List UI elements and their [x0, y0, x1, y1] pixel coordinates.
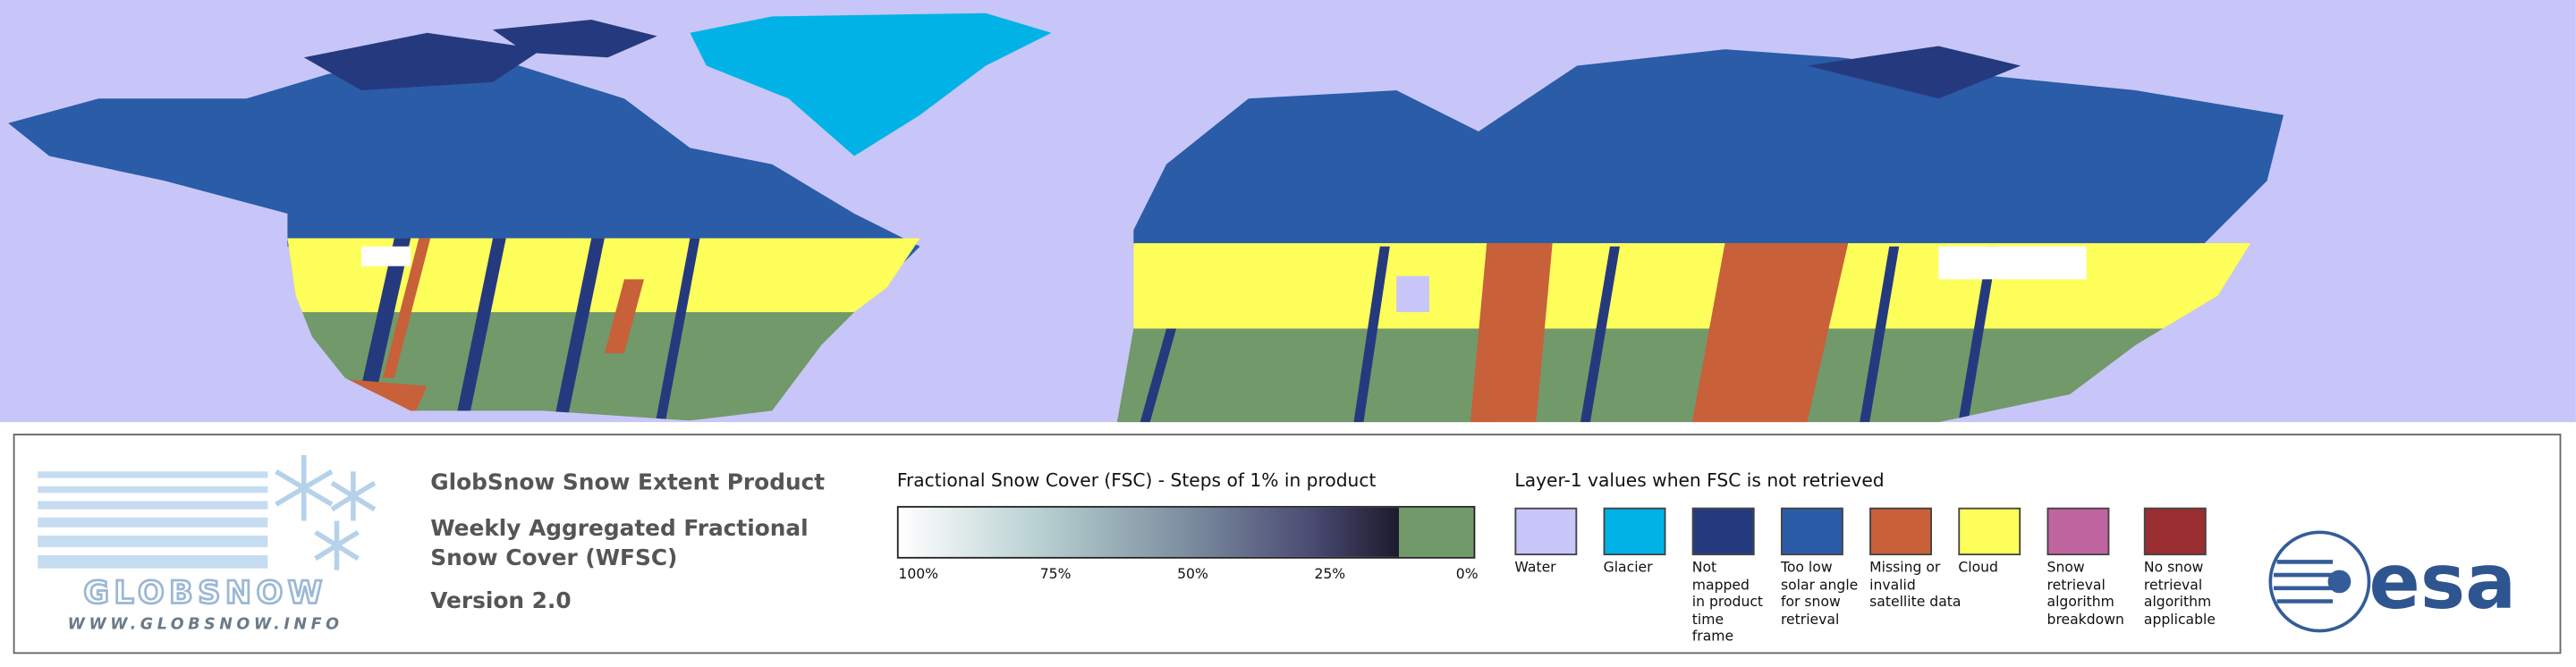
fsc-colorbar — [896, 505, 1476, 559]
legend-label: Not mapped in product time frame — [1691, 560, 1764, 646]
logo-name: GLOBSNOW — [83, 575, 326, 611]
legend-label: No snow retrieval algorithm applicable — [2143, 560, 2216, 629]
logo-url: WWW.GLOBSNOW.INFO — [68, 616, 343, 634]
legend-swatch — [2143, 507, 2207, 556]
legend-swatch — [2046, 507, 2110, 556]
legend-swatch — [1603, 507, 1666, 556]
greenland — [690, 13, 1052, 156]
legend-label: Missing or invalid satellite data — [1869, 560, 1962, 612]
legend-frame — [13, 434, 2562, 654]
legend-swatch — [1869, 507, 1932, 556]
globsnow-logo: GLOBSNOW WWW.GLOBSNOW.INFO — [38, 454, 377, 634]
legend-label: Water — [1514, 560, 1556, 577]
eurasia-south — [1116, 242, 2251, 423]
legend-swatch — [1514, 507, 1578, 556]
fsc-tick-label: 25% — [1314, 566, 1346, 584]
arctic-islands — [493, 20, 657, 58]
esa-text: esa — [2369, 538, 2517, 626]
eurasia-north — [1133, 49, 2284, 247]
canada — [8, 57, 920, 272]
fsc-title: Fractional Snow Cover (FSC) - Steps of 1… — [896, 469, 1377, 492]
fsc-tick-label: 75% — [1039, 566, 1072, 584]
product-title: GlobSnow Snow Extent Product — [430, 469, 826, 496]
product-subtitle: Weekly Aggregated Fractional Snow Cover … — [430, 515, 809, 572]
product-version: Version 2.0 — [430, 587, 572, 615]
legend-label: Too low solar angle for snow retrieval — [1780, 560, 1859, 629]
arctic-islands — [303, 32, 543, 91]
fsc-tick-label: 100% — [898, 566, 939, 584]
legend-swatch — [1958, 507, 2021, 556]
legend-swatch — [1691, 507, 1755, 556]
snow-map — [0, 0, 2576, 423]
taimyr — [1807, 46, 2021, 99]
legend-label: Cloud — [1958, 560, 1998, 577]
fsc-tick-label: 0% — [1455, 566, 1479, 584]
fsc-tick-label: 50% — [1177, 566, 1208, 584]
legend-label: Snow retrieval algorithm breakdown — [2046, 560, 2124, 629]
legend-swatch — [1780, 507, 1843, 556]
esa-logo: esa — [2268, 530, 2517, 633]
layer1-title: Layer-1 values when FSC is not retrieved — [1514, 469, 1885, 492]
legend-label: Glacier — [1603, 560, 1653, 577]
